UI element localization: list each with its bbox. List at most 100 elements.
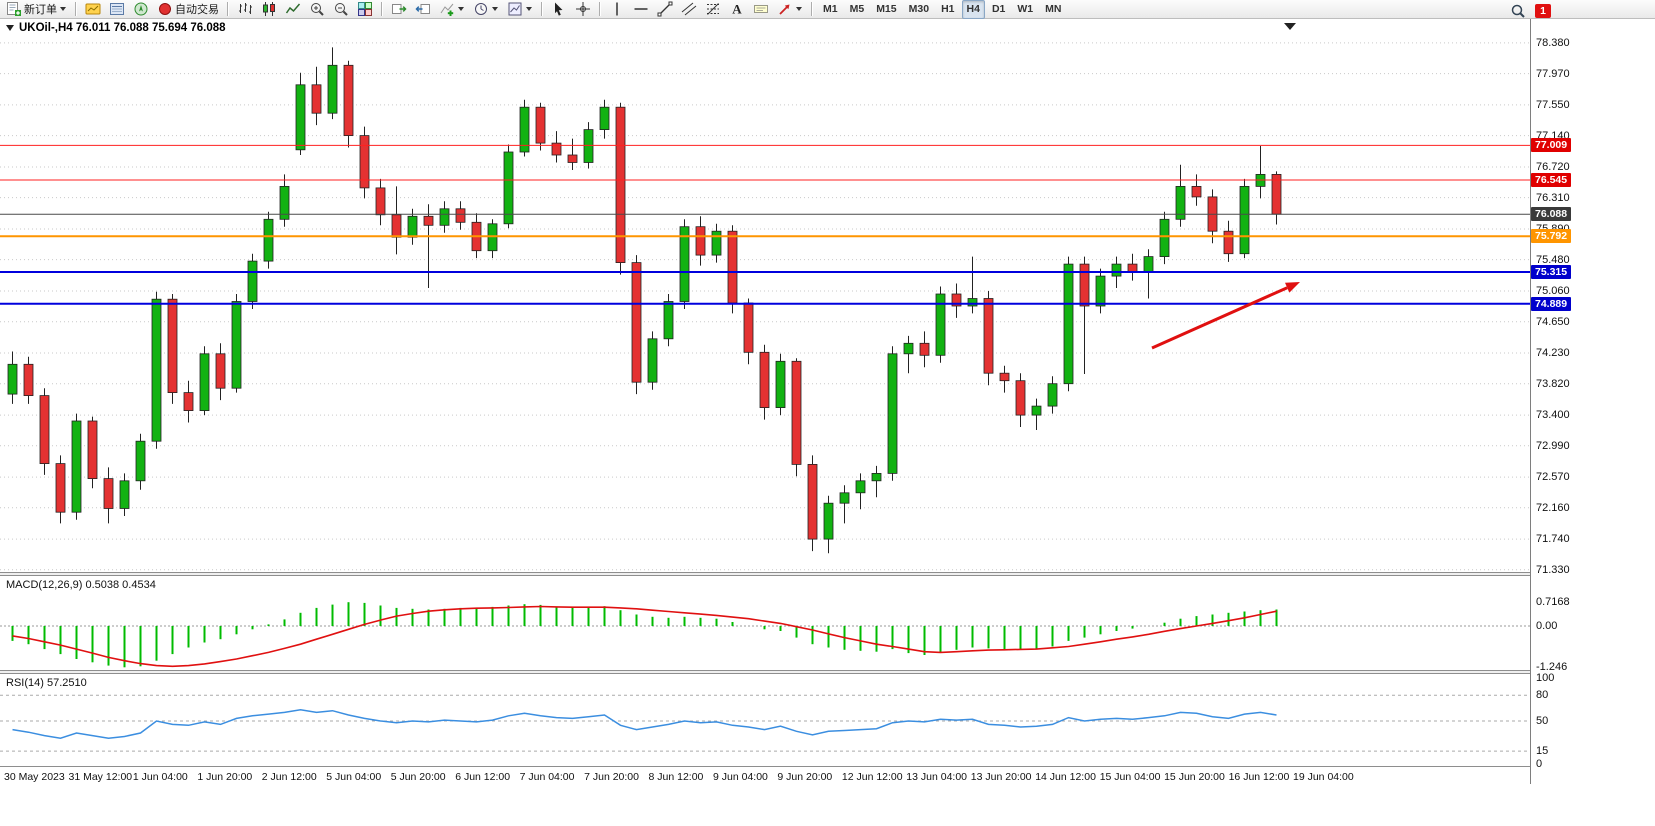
price-axis-label: 71.330: [1536, 563, 1570, 576]
panel-splitter[interactable]: [0, 766, 1655, 768]
time-axis-label: 14 Jun 12:00: [1035, 771, 1096, 783]
templates-icon: [507, 1, 523, 17]
macd-axis-label: -1.246: [1536, 661, 1568, 674]
time-axis-label: 7 Jun 20:00: [584, 771, 639, 783]
toolbar-button-fibonacci[interactable]: [702, 0, 724, 19]
toolbar-button-bars-chart[interactable]: [234, 0, 256, 19]
toolbar-button-zoom-in[interactable]: [306, 0, 328, 19]
timeframe-D1-button[interactable]: D1: [991, 3, 1006, 15]
price-chart[interactable]: UKOil-,H4 76.011 76.088 75.694 76.088: [0, 19, 1530, 572]
chart-shift-icon: [415, 1, 431, 17]
toolbar-button-candlestick-chart[interactable]: [258, 0, 280, 19]
time-axis-label: 15 Jun 20:00: [1164, 771, 1225, 783]
price-axis-label: 72.990: [1536, 439, 1570, 452]
toolbar-button-cursor[interactable]: [548, 0, 570, 19]
time-axis-label: 6 Jun 12:00: [455, 771, 511, 783]
market-watch-icon: [85, 1, 101, 17]
price-level-badge: 76.545: [1531, 173, 1572, 187]
chart-header: UKOil-,H4 76.011 76.088 75.694 76.088: [6, 22, 226, 34]
timeframe-W1-button[interactable]: W1: [1017, 3, 1034, 15]
price-axis-label: 74.650: [1536, 315, 1570, 328]
time-axis-label: 9 Jun 20:00: [777, 771, 833, 783]
panel-splitter[interactable]: [0, 572, 1655, 576]
time-axis-label: 2 Jun 12:00: [261, 771, 317, 783]
toolbar-button-text-label[interactable]: [750, 0, 772, 19]
toolbar-button-market-watch[interactable]: [82, 0, 104, 19]
timeframe-M15-button[interactable]: M15: [876, 3, 897, 15]
price-level-badge: 75.315: [1531, 265, 1572, 279]
periods-icon: [473, 1, 489, 17]
rsi-canvas[interactable]: [0, 674, 1530, 766]
toolbar-button-templates[interactable]: [504, 0, 536, 19]
price-axis-label: 75.060: [1536, 285, 1570, 297]
candles-canvas[interactable]: [0, 19, 1530, 572]
autotrading-button[interactable]: 自动交易: [154, 0, 222, 19]
timeframe-M1-button[interactable]: M1: [823, 3, 838, 15]
panel-splitter[interactable]: [0, 670, 1655, 674]
chart-title: UKOil-,H4 76.011 76.088 75.694 76.088: [19, 22, 226, 34]
search-icon: [1510, 3, 1526, 19]
toolbar-button-zoom-out[interactable]: [330, 0, 352, 19]
macd-axis-label: 0.7168: [1536, 596, 1570, 609]
time-axis-label: 8 Jun 12:00: [648, 771, 704, 783]
rsi-header: RSI(14) 57.2510: [6, 677, 87, 689]
toolbar-button-chart-shift[interactable]: [412, 0, 434, 19]
toolbar-button-arrows[interactable]: [774, 0, 806, 19]
toolbar-button-text[interactable]: A: [726, 0, 748, 19]
toolbar-button-vertical-line[interactable]: [606, 0, 628, 19]
time-axis-label: 1 Jun 04:00: [132, 771, 188, 783]
new-order-button[interactable]: 新订单: [3, 0, 70, 19]
macd-header: MACD(12,26,9) 0.5038 0.4534: [6, 579, 156, 591]
rsi-svg[interactable]: [0, 674, 1530, 766]
toolbar-button-data-window[interactable]: [106, 0, 128, 19]
price-chart-svg[interactable]: [0, 19, 1530, 572]
candlestick-chart-icon: [261, 1, 277, 17]
macd-panel[interactable]: MACD(12,26,9) 0.5038 0.4534: [0, 576, 1530, 670]
toolbar-button-navigator[interactable]: [130, 0, 152, 19]
price-axis-label: 76.310: [1536, 191, 1570, 204]
macd-svg[interactable]: [0, 576, 1530, 670]
rsi-panel[interactable]: RSI(14) 57.2510: [0, 674, 1530, 766]
toolbar-button-tile-windows[interactable]: [354, 0, 376, 19]
time-axis[interactable]: 30 May 2023 31 May 12:00 1 Jun 04:00 1 Jun …: [0, 768, 1530, 786]
price-axis-label: 78.380: [1536, 36, 1570, 49]
price-axis-label: 72.160: [1536, 501, 1570, 514]
notification-badge[interactable]: 1: [1535, 3, 1551, 18]
toolbar-button-line-chart[interactable]: [282, 0, 304, 19]
price-axis-label: 74.230: [1536, 347, 1570, 359]
toolbar-separator: [811, 2, 813, 16]
timeframe-M30-button[interactable]: M30: [908, 3, 930, 15]
price-axis-label: 73.820: [1536, 377, 1570, 390]
toolbar-button-auto-scroll[interactable]: [388, 0, 410, 19]
time-axis-label: 13 Jun 20:00: [970, 771, 1032, 783]
navigator-icon: [133, 1, 149, 17]
timeframe-M5-button[interactable]: M5: [849, 3, 865, 15]
time-axis-label: 19 Jun 04:00: [1293, 771, 1354, 783]
price-axis-label: 77.550: [1536, 98, 1570, 111]
toolbar-button-periods[interactable]: [470, 0, 502, 19]
price-axis[interactable]: 78.38077.97077.55077.14076.72076.31075.8…: [1530, 19, 1655, 784]
svg-text:A: A: [732, 2, 742, 17]
toolbar-separator: [541, 2, 543, 16]
timeframe-H1-button[interactable]: H1: [941, 3, 955, 15]
time-axis-label: 5 Jun 20:00: [390, 771, 446, 783]
vertical-line-icon: [609, 1, 625, 17]
toolbar-button-trendline[interactable]: [654, 0, 676, 19]
price-axis-label: 76.720: [1536, 161, 1570, 173]
price-axis-label: 73.400: [1536, 409, 1570, 422]
time-axis-label: 1 Jun 20:00: [197, 771, 253, 783]
macd-canvas[interactable]: [0, 576, 1530, 670]
price-axis-label: 71.740: [1536, 533, 1570, 546]
rsi-axis-label: 0: [1536, 758, 1543, 770]
timeframe-H4-button[interactable]: H4: [961, 0, 985, 19]
toolbar-button-channel[interactable]: [678, 0, 700, 19]
search-button[interactable]: [1507, 1, 1529, 20]
toolbar-button-indicators[interactable]: [436, 0, 468, 19]
time-axis-label: 9 Jun 04:00: [713, 771, 768, 783]
one-click-trading-arrow-icon[interactable]: [6, 25, 14, 31]
timeframe-MN-button[interactable]: MN: [1045, 3, 1062, 15]
fibonacci-icon: [705, 1, 721, 17]
toolbar-button-horizontal-line[interactable]: [630, 0, 652, 19]
toolbar-button-crosshair[interactable]: [572, 0, 594, 19]
